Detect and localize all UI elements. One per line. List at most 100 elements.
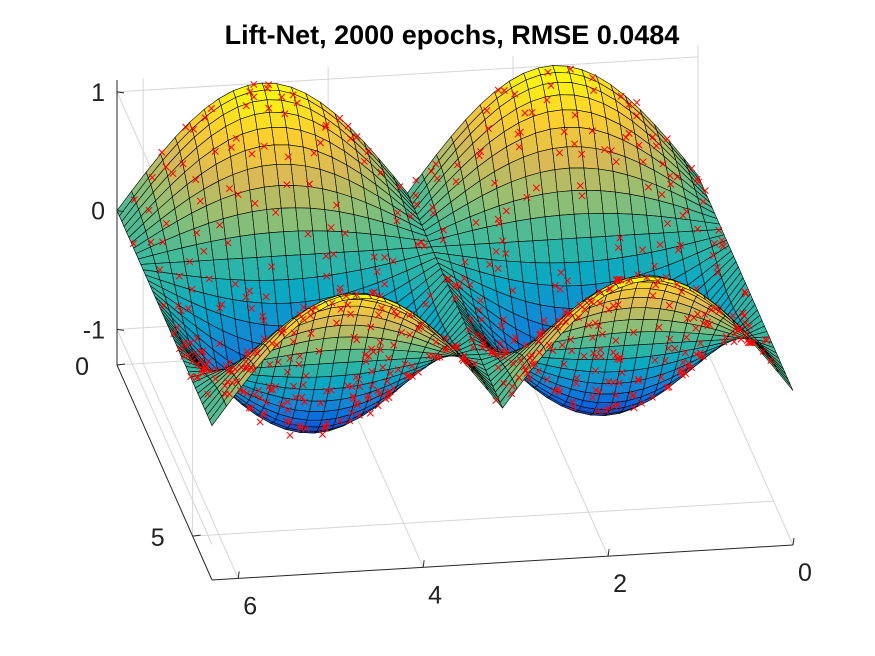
sample-marker	[718, 241, 726, 249]
sample-marker	[310, 149, 318, 157]
sample-marker	[188, 357, 196, 365]
sample-marker	[528, 351, 536, 360]
sample-marker	[231, 365, 239, 373]
sample-marker	[681, 348, 689, 357]
sample-marker	[348, 409, 356, 417]
sample-marker	[477, 147, 485, 156]
sample-marker	[368, 367, 376, 375]
surface-face	[254, 111, 273, 130]
surface-face	[621, 344, 639, 360]
sample-marker	[563, 277, 572, 285]
sample-marker	[512, 333, 520, 341]
sample-marker	[502, 250, 510, 258]
sample-marker	[417, 238, 425, 246]
z-tick	[116, 91, 125, 94]
sample-marker	[592, 386, 600, 394]
surface-face	[227, 257, 246, 281]
sample-marker	[336, 288, 344, 296]
sample-marker	[436, 353, 444, 361]
sample-marker	[349, 392, 357, 400]
sample-marker	[250, 93, 258, 101]
sample-marker	[543, 375, 551, 384]
sample-marker	[443, 346, 451, 354]
sample-marker	[281, 110, 289, 118]
sample-marker	[268, 263, 276, 271]
sample-marker	[284, 398, 292, 406]
sample-marker	[612, 391, 620, 399]
surface-face	[600, 190, 619, 214]
sample-marker	[333, 319, 341, 327]
surface-face	[527, 193, 546, 220]
surface-face	[609, 332, 627, 347]
sample-markers	[129, 65, 775, 439]
sample-marker	[159, 301, 167, 310]
sample-marker	[461, 258, 469, 266]
sample-marker	[578, 150, 586, 158]
surface-face	[256, 126, 275, 148]
surface-face	[561, 109, 580, 128]
sample-marker	[206, 367, 214, 375]
sample-marker	[369, 289, 377, 297]
surface-face	[273, 279, 292, 304]
surface-face	[317, 274, 335, 300]
surface-face	[271, 255, 289, 281]
sample-marker	[499, 315, 507, 323]
sample-marker	[678, 367, 686, 375]
surface-face	[271, 126, 290, 146]
sample-marker	[596, 299, 604, 307]
surface-face	[544, 214, 563, 241]
sample-marker	[684, 315, 692, 323]
sample-marker	[407, 212, 415, 220]
sample-marker	[427, 167, 435, 175]
sample-marker	[243, 351, 252, 359]
sample-marker	[272, 208, 280, 217]
sample-marker	[531, 360, 539, 368]
sample-marker	[184, 305, 192, 313]
sample-marker	[181, 338, 189, 346]
sample-marker	[426, 292, 434, 300]
surface-face	[635, 343, 654, 359]
surface-face	[572, 369, 591, 383]
sample-marker	[193, 335, 201, 343]
sample-marker	[306, 311, 314, 319]
sample-marker	[290, 382, 298, 390]
sample-marker	[495, 219, 503, 227]
sample-marker	[450, 343, 458, 351]
sample-marker	[676, 241, 685, 249]
sample-marker	[509, 359, 517, 367]
surface-face	[258, 279, 277, 304]
sample-marker	[589, 393, 597, 402]
sample-marker	[367, 323, 375, 331]
surface-face	[561, 237, 580, 264]
x-axis-line	[211, 544, 794, 581]
sample-marker	[565, 310, 573, 318]
sample-marker	[420, 242, 428, 250]
sample-marker	[204, 390, 212, 398]
surface-face	[513, 196, 531, 222]
sample-marker	[432, 160, 440, 168]
sample-marker	[283, 181, 291, 189]
sample-marker	[316, 399, 325, 407]
sample-marker	[666, 172, 674, 180]
sample-marker	[607, 147, 615, 155]
sample-marker	[609, 348, 617, 356]
sample-marker	[322, 252, 330, 260]
surface-face	[587, 371, 606, 384]
sample-marker	[688, 164, 696, 172]
sample-marker	[278, 328, 286, 336]
sample-marker	[588, 127, 596, 135]
surface-face	[640, 318, 659, 333]
sample-marker	[616, 234, 624, 242]
surface-face	[552, 146, 570, 170]
sample-marker	[370, 253, 378, 261]
surface-face	[210, 238, 229, 261]
sample-marker	[262, 398, 270, 406]
sample-marker	[328, 299, 336, 307]
sample-marker	[307, 305, 315, 313]
sample-marker	[708, 305, 716, 314]
surface-face	[581, 146, 599, 170]
surface-face	[530, 216, 548, 242]
sample-marker	[207, 105, 216, 113]
sample-marker	[433, 353, 441, 362]
sample-marker	[550, 386, 558, 395]
